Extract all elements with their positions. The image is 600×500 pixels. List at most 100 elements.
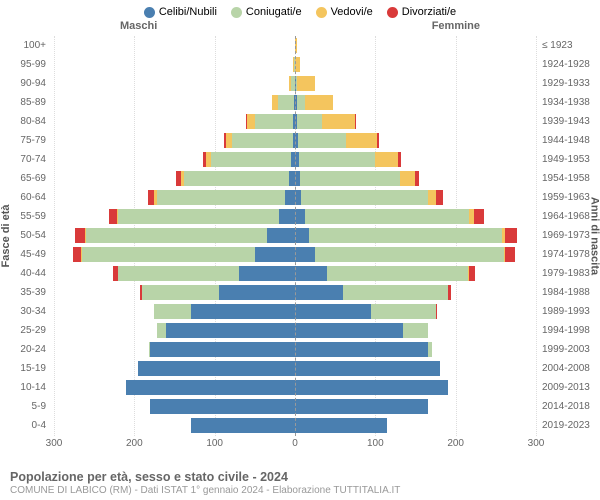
age-label: 80-84 [0, 112, 46, 131]
bar-female [295, 171, 419, 186]
birth-year-label: 2009-2013 [542, 378, 600, 397]
legend: Celibi/NubiliConiugati/eVedovi/eDivorzia… [0, 0, 600, 20]
segment [295, 209, 305, 224]
age-label: 55-59 [0, 207, 46, 226]
age-label: 95-99 [0, 55, 46, 74]
segment [436, 304, 438, 319]
segment [301, 190, 428, 205]
segment [279, 209, 295, 224]
legend-item: Coniugati/e [231, 6, 302, 18]
birth-year-label: 1984-1988 [542, 283, 600, 302]
legend-label: Vedovi/e [331, 6, 373, 18]
plot-area: Fasce di età Anni di nascita 100+≤ 19239… [0, 36, 600, 436]
segment [474, 209, 484, 224]
legend-swatch [231, 7, 242, 18]
bar-female [295, 399, 428, 414]
bar-female [295, 190, 443, 205]
age-row: 0-42019-2023 [0, 416, 600, 435]
segment [309, 228, 502, 243]
segment [436, 190, 442, 205]
segment [295, 418, 387, 433]
segment [239, 266, 295, 281]
age-label: 75-79 [0, 131, 46, 150]
x-tick: 200 [126, 438, 143, 449]
segment [371, 304, 435, 319]
segment [346, 133, 377, 148]
age-row: 25-29 1994-1998 [0, 321, 600, 340]
bar-female [295, 95, 333, 110]
age-label: 70-74 [0, 150, 46, 169]
segment [343, 285, 447, 300]
age-row: 65-691954-1958 [0, 169, 600, 188]
age-row: 50-541969-1973 [0, 226, 600, 245]
bar-male [176, 171, 295, 186]
bar-male [73, 247, 295, 262]
birth-year-label: 1934-1938 [542, 93, 600, 112]
segment [295, 399, 428, 414]
age-label: 15-19 [0, 359, 46, 378]
segment [211, 152, 291, 167]
segment [448, 285, 451, 300]
birth-year-label: 1959-1963 [542, 188, 600, 207]
segment [255, 114, 294, 129]
birth-year-label: 1969-1973 [542, 226, 600, 245]
birth-year-label: 2014-2018 [542, 397, 600, 416]
age-label: 100+ [0, 36, 46, 55]
segment [157, 323, 167, 338]
x-tick: 200 [447, 438, 464, 449]
segment [126, 380, 295, 395]
segment [82, 247, 255, 262]
bar-male [140, 285, 295, 300]
legend-label: Coniugati/e [246, 6, 302, 18]
age-row: 15-192004-2008 [0, 359, 600, 378]
segment [305, 209, 470, 224]
segment [505, 228, 516, 243]
legend-swatch [144, 7, 155, 18]
age-row: 75-791944-1948 [0, 131, 600, 150]
age-row: 100+≤ 1923 [0, 36, 600, 55]
age-row: 30-341989-1993 [0, 302, 600, 321]
bar-male [150, 399, 295, 414]
segment [118, 266, 239, 281]
birth-year-label: 1939-1943 [542, 112, 600, 131]
bar-male [157, 323, 295, 338]
chart-subtitle: COMUNE DI LABICO (RM) - Dati ISTAT 1° ge… [10, 485, 590, 496]
bar-male [148, 190, 295, 205]
age-label: 0-4 [0, 416, 46, 435]
bar-female [295, 228, 517, 243]
segment [305, 95, 333, 110]
bar-male [138, 361, 295, 376]
age-row: 55-591964-1968 [0, 207, 600, 226]
x-tick: 100 [206, 438, 223, 449]
bar-female [295, 247, 515, 262]
x-tick: 100 [367, 438, 384, 449]
legend-label: Divorziati/e [402, 6, 456, 18]
age-label: 25-29 [0, 321, 46, 340]
birth-year-label: 1929-1933 [542, 74, 600, 93]
bar-male [246, 114, 295, 129]
chart-footer: Popolazione per età, sesso e stato civil… [10, 470, 590, 496]
bar-female [295, 114, 356, 129]
bar-female [295, 380, 448, 395]
segment [109, 209, 117, 224]
segment [232, 133, 292, 148]
chart-title: Popolazione per età, sesso e stato civil… [10, 470, 590, 484]
bar-female [295, 266, 475, 281]
birth-year-label: 1994-1998 [542, 321, 600, 340]
age-row: 60-641959-1963 [0, 188, 600, 207]
x-tick: 0 [292, 438, 298, 449]
bar-male [126, 380, 295, 395]
segment [469, 266, 475, 281]
segment [297, 76, 315, 91]
birth-year-label: 1999-2003 [542, 340, 600, 359]
birth-year-label: 1989-1993 [542, 302, 600, 321]
bar-male [224, 133, 295, 148]
segment [355, 114, 356, 129]
segment [299, 152, 375, 167]
segment [295, 323, 403, 338]
age-row: 5-92014-2018 [0, 397, 600, 416]
bar-female [295, 304, 437, 319]
age-label: 45-49 [0, 245, 46, 264]
segment [191, 304, 295, 319]
segment [295, 380, 448, 395]
